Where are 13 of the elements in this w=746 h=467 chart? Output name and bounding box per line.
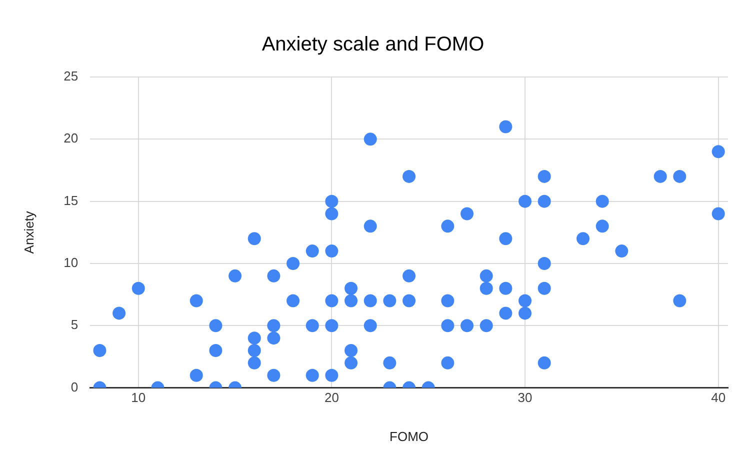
y-axis-title: Anxiety: [21, 210, 36, 254]
y-tick-label: 25: [64, 68, 78, 84]
y-tick-label: 5: [70, 317, 78, 332]
x-tick-label: 30: [518, 390, 532, 406]
y-tick-label: 15: [64, 192, 78, 208]
y-tick-label: 20: [64, 130, 78, 146]
x-tick-label: 40: [711, 390, 726, 406]
chart-title: Anxiety scale and FOMO: [262, 34, 484, 56]
x-tick-label: 20: [324, 390, 339, 406]
y-tick-label: 10: [64, 255, 78, 270]
y-tick-label: 0: [70, 379, 78, 394]
x-tick-label: 10: [131, 390, 146, 406]
x-axis-title: FOMO: [390, 428, 429, 444]
